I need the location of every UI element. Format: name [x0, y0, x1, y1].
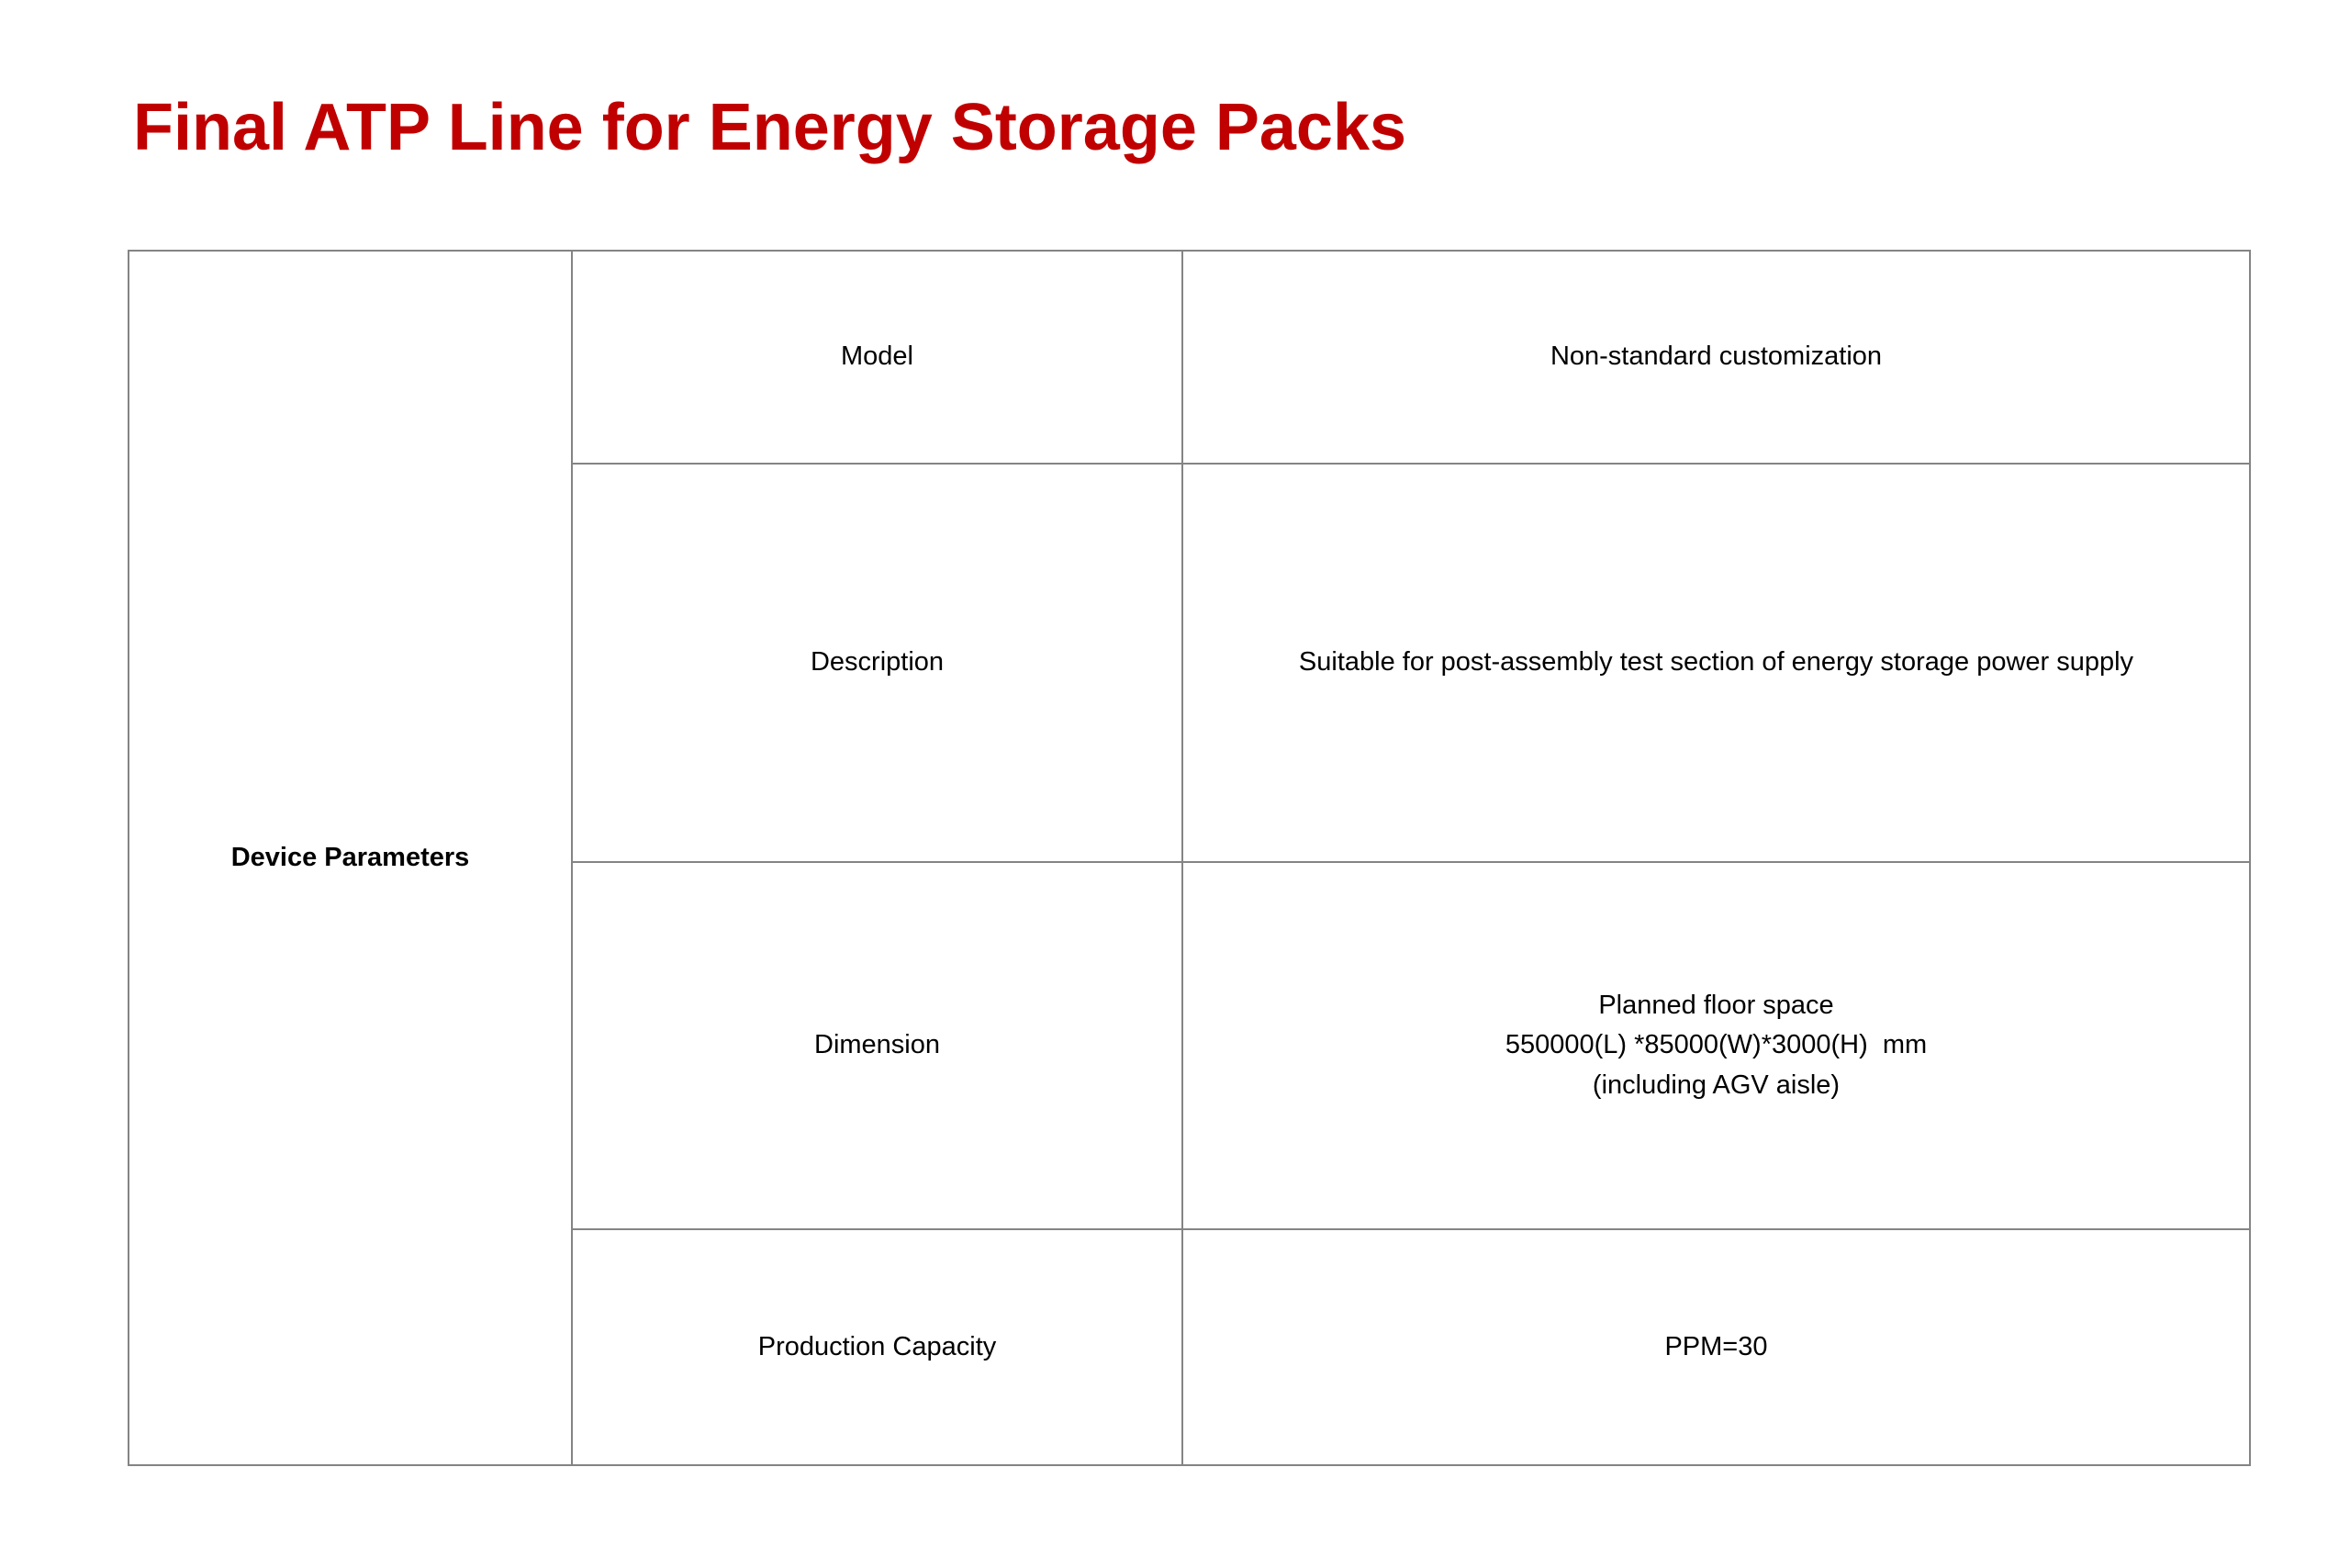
dimension-line-2: 550000(L) *85000(W)*3000(H) mm	[1505, 1030, 1928, 1060]
table-row-model: Device Parameters Model Non-standard cus…	[128, 250, 2251, 1466]
param-value-dimension: Planned floor space 550000(L) *85000(W)*…	[1181, 861, 2251, 1230]
table-row-production-capacity: Production Capacity PPM=30	[129, 1228, 2251, 1466]
device-parameters-table: Device Parameters Model Non-standard cus…	[128, 250, 2251, 1466]
row-header-device-parameters: Device Parameters	[128, 250, 573, 1466]
table-row-dimension: Dimension Planned floor space 550000(L) …	[129, 861, 2251, 1230]
param-value-model: Non-standard customization	[1181, 250, 2251, 465]
param-label-dimension: Dimension	[571, 861, 1183, 1230]
dimension-line-1: Planned floor space	[1598, 990, 1834, 1020]
param-label-description: Description	[571, 463, 1183, 863]
param-value-description: Suitable for post-assembly test section …	[1181, 463, 2251, 863]
param-value-production-capacity: PPM=30	[1181, 1228, 2251, 1466]
page-title: Final ATP Line for Energy Storage Packs	[133, 91, 1407, 164]
param-label-production-capacity: Production Capacity	[571, 1228, 1183, 1466]
dimension-line-3: (including AGV aisle)	[1592, 1070, 1841, 1100]
param-label-model: Model	[571, 250, 1183, 465]
table-row-description: Description Suitable for post-assembly t…	[129, 463, 2251, 863]
